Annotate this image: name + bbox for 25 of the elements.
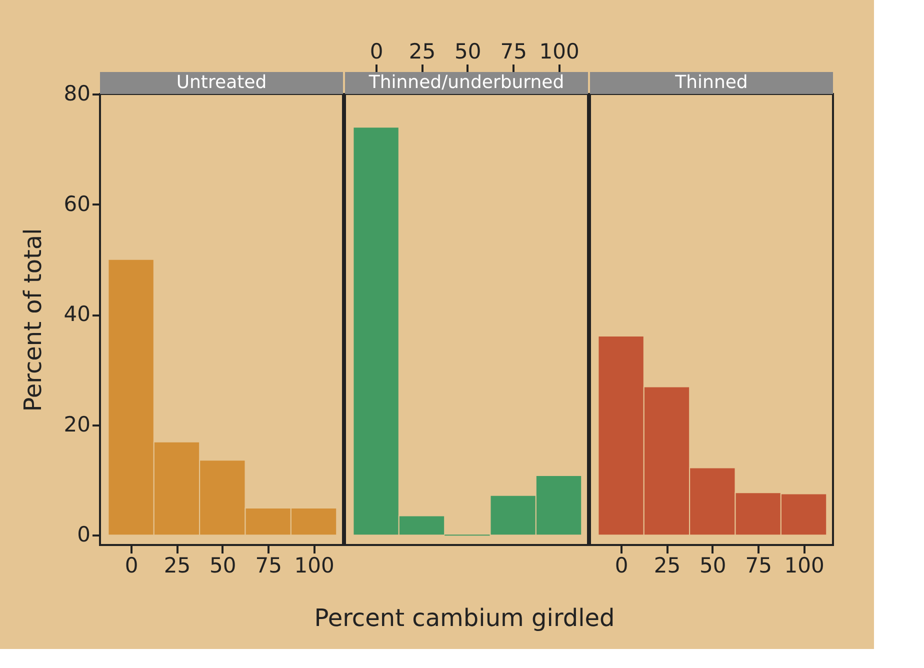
x-tick-label: 100 (539, 40, 580, 64)
x-tick-label: 100 (294, 554, 334, 578)
x-tick-label: 75 (745, 554, 772, 578)
y-axis-title: Percent of total (18, 228, 47, 412)
x-axis-title: Percent cambium girdled (314, 604, 615, 632)
y-tick-label: 40 (64, 302, 90, 326)
x-tick-label: 0 (614, 554, 628, 578)
x-tick-label: 0 (124, 554, 138, 578)
x-tick-label: 75 (500, 40, 527, 64)
y-tick-label: 0 (77, 522, 90, 547)
y-tick-label: 80 (64, 82, 90, 106)
x-tick-label: 100 (784, 554, 824, 578)
x-tick-label: 25 (408, 40, 436, 64)
y-tick-label: 60 (64, 192, 90, 216)
x-tick-label: 50 (210, 554, 236, 578)
x-tick-label: 50 (700, 554, 726, 578)
chart-title: Thinned (674, 72, 748, 93)
y-tick-label: 20 (64, 412, 90, 436)
x-tick-label: 25 (654, 554, 681, 578)
x-tick-label: 75 (255, 554, 282, 578)
x-tick-label: 25 (164, 554, 191, 578)
x-tick-label: 50 (454, 40, 482, 64)
chart-title: Thinned/underburned (368, 72, 564, 93)
chart-title: Untreated (176, 72, 267, 93)
x-tick-label: 0 (370, 40, 384, 64)
